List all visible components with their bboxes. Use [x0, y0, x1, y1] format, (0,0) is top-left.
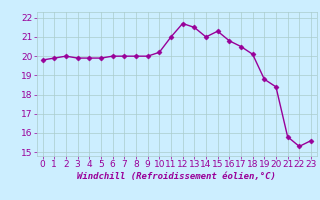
X-axis label: Windchill (Refroidissement éolien,°C): Windchill (Refroidissement éolien,°C) [77, 172, 276, 181]
